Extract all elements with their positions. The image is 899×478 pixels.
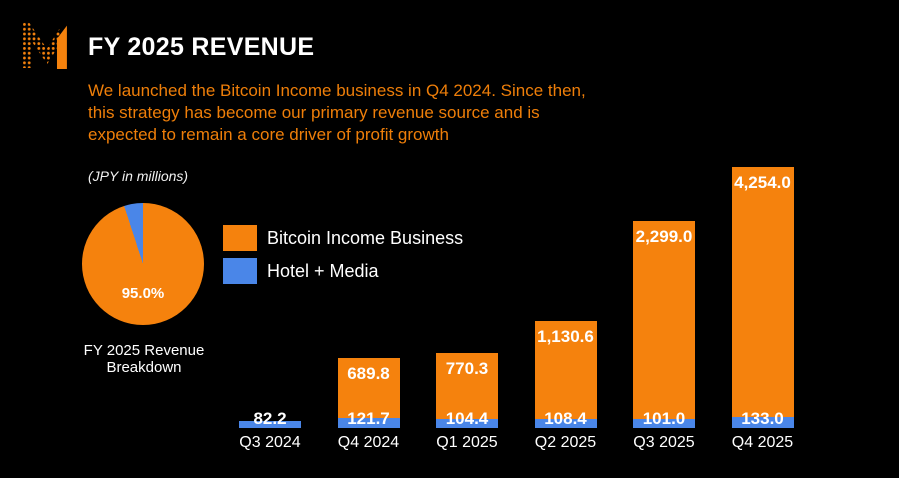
company-m-logo-icon (23, 22, 67, 69)
bar-segment-hotel-q3-2024 (239, 420, 301, 428)
axis-label-q3-2025: Q3 2025 (633, 434, 695, 451)
pie-chart-revenue-breakdown: 95.0% (82, 203, 204, 325)
units-note: (JPY in millions) (88, 168, 189, 184)
bar-segment-hotel-q3-2025 (633, 419, 695, 428)
axis-label-q4-2025: Q4 2025 (731, 434, 794, 451)
chart-legend: Bitcoin Income Business Hotel + Media (223, 225, 463, 291)
bar-segment-bitcoin-q4-2025 (731, 167, 794, 417)
bar-group-q4-2024: 689.8 121.7 (337, 358, 400, 428)
bar-segment-hotel-q4-2024 (337, 417, 400, 428)
bar-value-hotel-q4-2025: 133.0 (741, 409, 784, 428)
pie-caption: FY 2025 Revenue Breakdown (54, 342, 234, 376)
subtitle-paragraph: We launched the Bitcoin Income business … (88, 80, 586, 146)
bar-segment-bitcoin-q4-2024 (337, 358, 400, 418)
bar-value-bitcoin-q2-2025: 1,130.6 (537, 327, 594, 347)
logo-solid-bar (56, 25, 67, 69)
bar-segment-bitcoin-q3-2025 (633, 221, 695, 420)
legend-label-bitcoin-income: Bitcoin Income Business (267, 227, 464, 248)
page-title: FY 2025 REVENUE (88, 33, 315, 61)
pie-caption-line-2: Breakdown (106, 359, 182, 376)
legend-swatch-orange (223, 225, 257, 251)
subtitle-line-2: this strategy has become our primary rev… (88, 103, 540, 122)
bar-segment-hotel-q4-2025 (731, 416, 794, 428)
pie-caption-line-1: FY 2025 Revenue (83, 342, 205, 359)
bar-group-q4-2025: 4,254.0 133.0 (731, 167, 794, 428)
bar-value-bitcoin-q4-2024: 689.8 (347, 364, 390, 384)
bar-group-q3-2024: 82.2 (239, 410, 301, 428)
bar-segment-bitcoin-q1-2025 (436, 352, 498, 419)
bar-segment-hotel-q1-2025 (436, 419, 498, 428)
bar-value-bitcoin-q4-2025: 4,254.0 (734, 173, 791, 192)
bar-group-q1-2025: 770.3 104.4 (436, 352, 498, 428)
legend-label-hotel-media: Hotel + Media (267, 260, 379, 281)
pie-percent-label: 95.0% (121, 285, 165, 302)
bar-group-q3-2025: 2,299.0 101.0 (633, 221, 695, 428)
bar-segment-bitcoin-q2-2025 (534, 321, 597, 419)
bar-segment-hotel-q2-2025 (534, 418, 597, 428)
subtitle-line-1: We launched the Bitcoin Income business … (88, 81, 586, 100)
bar-value-bitcoin-q3-2025: 2,299.0 (635, 227, 693, 247)
axis-label-q2-2025: Q2 2025 (534, 434, 597, 451)
bar-value-hotel-q4-2024: 121.7 (347, 409, 390, 428)
logo-dotted-strokes (23, 22, 67, 68)
bar-value-hotel-q1-2025: 104.4 (445, 409, 489, 428)
bar-value-hotel-q2-2025: 108.4 (544, 409, 587, 428)
bar-value-hotel-q3-2025: 101.0 (642, 409, 686, 428)
axis-label-q3-2024: Q3 2024 (239, 434, 301, 451)
bar-value-bitcoin-q1-2025: 770.3 (445, 358, 489, 378)
legend-item-bitcoin-income: Bitcoin Income Business (223, 225, 463, 251)
axis-label-q4-2024: Q4 2024 (337, 434, 400, 451)
legend-item-hotel-media: Hotel + Media (223, 258, 463, 284)
subtitle-line-3: expected to remain a core driver of prof… (88, 125, 449, 144)
legend-swatch-blue (223, 258, 257, 284)
bar-value-hotel-q3-2024: 82.2 (253, 409, 287, 428)
axis-label-q1-2025: Q1 2025 (436, 434, 498, 451)
bar-group-q2-2025: 1,130.6 108.4 (534, 321, 597, 428)
